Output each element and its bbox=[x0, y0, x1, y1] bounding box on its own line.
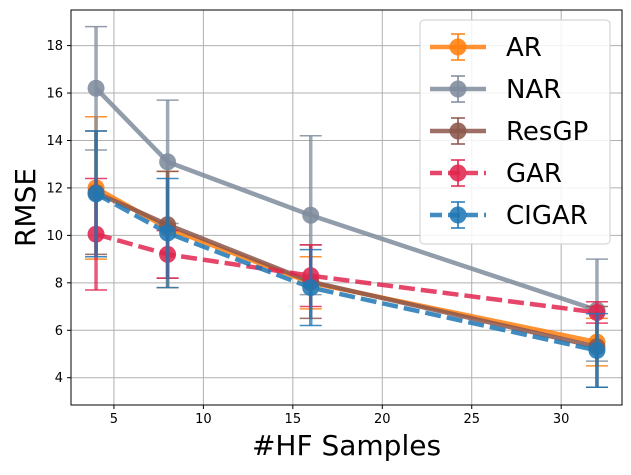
data-point-cigar bbox=[87, 185, 105, 203]
x-tick-label: 15 bbox=[285, 412, 302, 427]
data-point-gar bbox=[588, 303, 606, 321]
legend-item-cigar: CIGAR bbox=[430, 201, 588, 231]
series-layer bbox=[85, 25, 608, 388]
x-tick-label: 30 bbox=[553, 412, 570, 427]
data-point-nar bbox=[87, 79, 105, 97]
x-tick-label: 10 bbox=[195, 412, 212, 427]
y-tick-label: 14 bbox=[46, 134, 63, 149]
legend-item-gar: GAR bbox=[430, 159, 562, 189]
legend: AR NAR ResGP GAR CIGAR bbox=[419, 19, 611, 245]
legend-marker-nar bbox=[449, 80, 467, 98]
series-line-gar bbox=[95, 232, 598, 315]
series-line-cigar bbox=[94, 191, 598, 353]
legend-label-nar: NAR bbox=[506, 75, 561, 105]
y-tick-label: 18 bbox=[46, 39, 63, 54]
legend-label-cigar: CIGAR bbox=[506, 201, 588, 231]
y-tick-label: 4 bbox=[55, 371, 63, 386]
series-cigar bbox=[85, 130, 608, 388]
y-tick-label: 10 bbox=[46, 229, 63, 244]
y-tick-label: 6 bbox=[55, 324, 63, 339]
legend-marker-ar bbox=[449, 38, 467, 56]
legend-item-resgp: ResGP bbox=[430, 117, 588, 147]
legend-marker-resgp bbox=[449, 122, 467, 140]
data-point-cigar bbox=[588, 341, 606, 359]
y-axis-label: RMSE bbox=[9, 168, 42, 247]
x-axis-label: #HF Samples bbox=[252, 429, 441, 462]
legend-label-gar: GAR bbox=[506, 159, 562, 189]
y-tick-label: 8 bbox=[55, 276, 63, 291]
data-point-cigar bbox=[159, 224, 177, 242]
legend-item-ar: AR bbox=[430, 33, 542, 63]
legend-label-resgp: ResGP bbox=[506, 117, 588, 147]
legend-marker-cigar bbox=[449, 206, 467, 224]
data-point-nar bbox=[159, 153, 177, 171]
y-tick-label: 12 bbox=[46, 181, 63, 196]
tick-layer: 5 10 15 20 25 30 4 6 8 10 12 14 16 18 bbox=[46, 39, 569, 427]
series-nar bbox=[85, 25, 608, 362]
y-tick-label: 16 bbox=[46, 87, 63, 102]
legend-label-ar: AR bbox=[506, 33, 542, 63]
legend-box bbox=[419, 19, 611, 245]
legend-marker-gar bbox=[449, 164, 467, 182]
x-tick-label: 5 bbox=[110, 412, 118, 427]
series-line-resgp bbox=[95, 190, 598, 350]
series-line-nar bbox=[94, 86, 598, 313]
plot-frame bbox=[70, 9, 623, 406]
data-point-cigar bbox=[302, 279, 320, 297]
legend-item-nar: NAR bbox=[430, 75, 561, 105]
data-point-nar bbox=[302, 206, 320, 224]
x-tick-label: 25 bbox=[463, 412, 480, 427]
x-tick-label: 20 bbox=[374, 412, 391, 427]
